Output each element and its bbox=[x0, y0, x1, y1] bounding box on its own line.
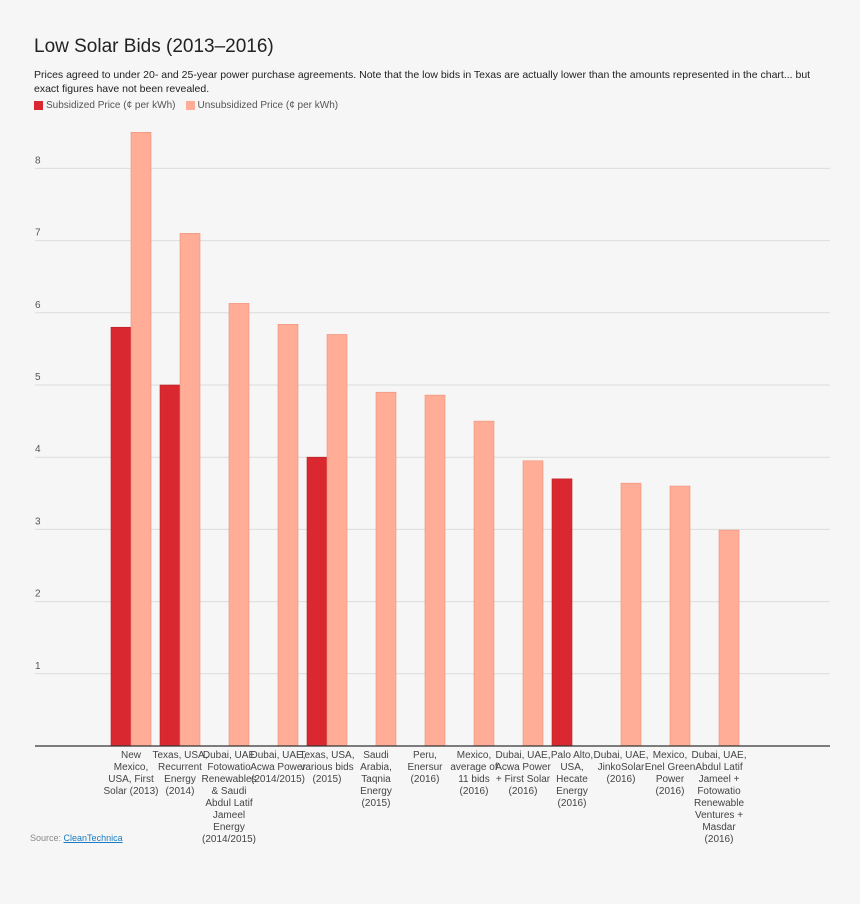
x-tick-label: Dubai, UAE, Abdul Latif Jameel + Fotowat… bbox=[691, 750, 747, 845]
x-tick-label: Texas, USA, various bids (2015) bbox=[299, 750, 355, 785]
x-tick-label: Texas, USA, Recurrent Energy (2014) bbox=[152, 750, 208, 797]
y-tick-label: 3 bbox=[35, 516, 41, 527]
bar-unsubsidized[interactable] bbox=[718, 529, 740, 747]
y-tick-label: 6 bbox=[35, 300, 41, 311]
x-tick-label: Peru, Enersur (2016) bbox=[407, 750, 443, 785]
x-tick-label: Dubai, UAE, Acwa Power (2014/2015) bbox=[250, 750, 306, 785]
legend-swatch-unsubsidized bbox=[185, 101, 195, 110]
x-tick-label: Dubai, UAE, JinkoSolar (2016) bbox=[593, 750, 649, 785]
source-note: Source: CleanTechnica bbox=[30, 833, 123, 843]
bar-subsidized[interactable] bbox=[551, 478, 573, 747]
y-tick-label: 4 bbox=[35, 444, 41, 455]
chart-title: Low Solar Bids (2013–2016) bbox=[34, 36, 274, 57]
x-tick-label: Dubai, UAE Fotowatio Renewables & Saudi … bbox=[201, 750, 257, 845]
legend-item-subsidized[interactable]: Subsidized Price (¢ per kWh) bbox=[34, 100, 176, 111]
legend-label-subsidized: Subsidized Price (¢ per kWh) bbox=[46, 100, 176, 111]
bar-subsidized[interactable] bbox=[159, 384, 181, 747]
bar-unsubsidized[interactable] bbox=[669, 485, 691, 747]
bar-unsubsidized[interactable] bbox=[179, 233, 201, 747]
legend-item-unsubsidized[interactable]: Unsubsidized Price (¢ per kWh) bbox=[185, 100, 339, 111]
x-tick-label: Dubai, UAE, Acwa Power + First Solar (20… bbox=[495, 750, 551, 797]
y-tick-label: 1 bbox=[35, 661, 41, 672]
y-tick-label: 2 bbox=[35, 589, 41, 600]
bar-subsidized[interactable] bbox=[306, 456, 328, 747]
bar-unsubsidized[interactable] bbox=[326, 334, 348, 747]
legend-swatch-subsidized bbox=[34, 101, 43, 110]
legend: Subsidized Price (¢ per kWh) Unsubsidize… bbox=[34, 100, 338, 111]
legend-label-unsubsidized: Unsubsidized Price (¢ per kWh) bbox=[197, 100, 339, 111]
bar-unsubsidized[interactable] bbox=[522, 460, 544, 747]
bar-unsubsidized[interactable] bbox=[424, 394, 446, 747]
source-link[interactable]: CleanTechnica bbox=[63, 833, 123, 843]
y-tick-label: 7 bbox=[35, 228, 41, 239]
bar-unsubsidized[interactable] bbox=[375, 391, 397, 747]
x-tick-label: Saudi Arabia, Taqnia Energy (2015) bbox=[360, 750, 392, 809]
x-tick-label: New Mexico, USA, First Solar (2013) bbox=[103, 750, 159, 797]
x-tick-label: Mexico, average of 11 bids (2016) bbox=[450, 750, 498, 797]
bar-subsidized[interactable] bbox=[110, 326, 132, 747]
bar-unsubsidized[interactable] bbox=[620, 482, 642, 747]
bar-unsubsidized[interactable] bbox=[473, 420, 495, 747]
chart-subtitle: Prices agreed to under 20- and 25-year p… bbox=[34, 69, 811, 95]
bar-unsubsidized[interactable] bbox=[228, 303, 250, 747]
y-tick-label: 8 bbox=[35, 155, 41, 166]
bar-unsubsidized[interactable] bbox=[277, 324, 299, 747]
x-tick-label: Mexico, Enel Green Power (2016) bbox=[644, 750, 696, 797]
bar-unsubsidized[interactable] bbox=[130, 132, 152, 747]
y-tick-label: 5 bbox=[35, 372, 41, 383]
x-tick-label: Palo Alto, USA, Hecate Energy (2016) bbox=[550, 750, 594, 809]
source-label: Source: bbox=[30, 833, 62, 843]
